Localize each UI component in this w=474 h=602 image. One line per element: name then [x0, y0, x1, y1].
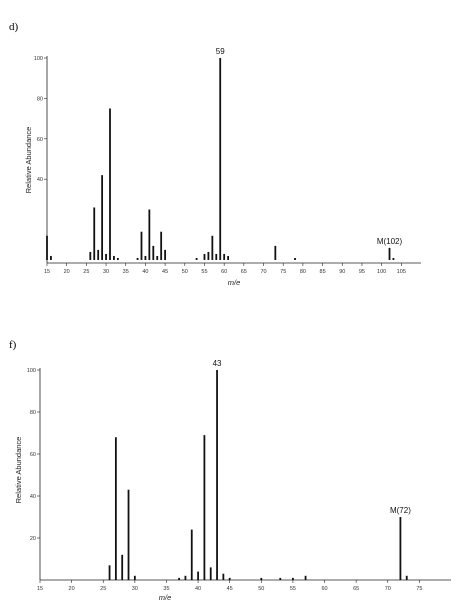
x-tick-label: 75 — [416, 586, 422, 592]
x-tick-label: 75 — [280, 269, 286, 275]
x-tick-label: 105 — [397, 269, 406, 275]
panel-label-d: d) — [9, 21, 19, 33]
x-tick-label: 25 — [83, 269, 89, 275]
x-tick-label: 50 — [258, 586, 264, 592]
x-tick-label: 20 — [64, 269, 70, 275]
y-tick-label: 100 — [27, 368, 36, 374]
y-axis-label-d: Relative Abundance — [24, 127, 33, 194]
x-tick-label: 45 — [227, 586, 233, 592]
x-tick-label: 80 — [300, 269, 306, 275]
peak-annotation: M(72) — [390, 506, 411, 515]
x-tick-label: 70 — [260, 269, 266, 275]
y-tick-label: 60 — [37, 137, 43, 143]
x-tick-label: 100 — [377, 269, 386, 275]
y-axis-label-f: Relative Abundance — [14, 437, 23, 504]
x-tick-label: 95 — [359, 269, 365, 275]
x-tick-label: 60 — [321, 586, 327, 592]
x-tick-label: 50 — [182, 269, 188, 275]
x-tick-label: 30 — [132, 586, 138, 592]
x-tick-label: 55 — [290, 586, 296, 592]
x-tick-label: 40 — [195, 586, 201, 592]
y-tick-label: 80 — [37, 96, 43, 102]
x-tick-label: 20 — [69, 586, 75, 592]
y-tick-label: 60 — [30, 452, 36, 458]
x-tick-label: 30 — [103, 269, 109, 275]
peak-annotation: 43 — [213, 359, 222, 368]
peak-annotation: M(102) — [377, 237, 403, 246]
x-tick-label: 45 — [162, 269, 168, 275]
x-tick-label: 55 — [201, 269, 207, 275]
y-tick-label: 80 — [30, 410, 36, 416]
x-tick-label: 70 — [385, 586, 391, 592]
x-tick-label: 65 — [241, 269, 247, 275]
x-tick-label: 60 — [221, 269, 227, 275]
y-tick-label: 20 — [30, 536, 36, 542]
y-tick-label: 40 — [37, 177, 43, 183]
panel-label-f: f) — [9, 339, 17, 351]
x-tick-label: 35 — [163, 586, 169, 592]
y-tick-label: 40 — [30, 494, 36, 500]
x-axis-label-f: m/e — [159, 593, 172, 602]
spectrum-panel-f: f) Relative Abundance m/e 15 20 25 30 35 40 45… — [9, 339, 451, 602]
spectrum-panel-d: d) Relative Abundance m/e 15 20 25 30 35 40 45… — [9, 21, 421, 287]
x-tick-label: 90 — [339, 269, 345, 275]
x-tick-label: 15 — [37, 586, 43, 592]
peak-annotation: 59 — [216, 47, 225, 56]
x-tick-label: 25 — [100, 586, 106, 592]
x-axis-label-d: m/e — [228, 278, 241, 287]
x-tick-label: 15 — [44, 269, 50, 275]
y-tick-label: 100 — [34, 56, 43, 62]
x-tick-label: 35 — [123, 269, 129, 275]
x-tick-label: 65 — [353, 586, 359, 592]
x-tick-label: 85 — [320, 269, 326, 275]
x-tick-label: 40 — [142, 269, 148, 275]
